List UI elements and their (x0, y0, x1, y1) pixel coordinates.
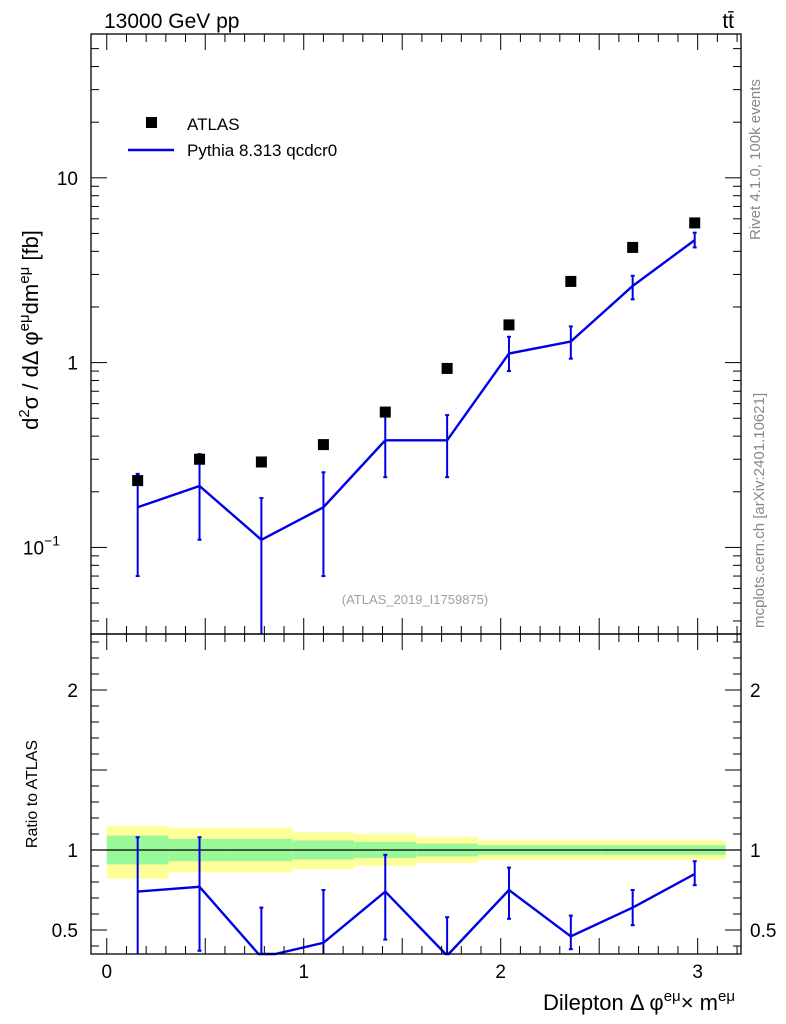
x-tick-label: 2 (495, 962, 506, 983)
mcplots-label: mcplots.cern.ch [arXiv:2401.10621] (751, 393, 768, 628)
ratio-y-tick-labels-right: 0.5 1 2 (750, 681, 776, 942)
atlas-data-point (441, 362, 453, 374)
mc-line (137, 239, 696, 542)
atlas-data-point (317, 439, 329, 451)
main-y-tick-labels: 10−1 1 10 (23, 169, 78, 560)
atlas-data-point (689, 217, 701, 229)
main-plot-panel: 10−1 1 10 (ATLAS_2019_I1759875) (23, 33, 742, 635)
energy-label: 13000 GeV pp (104, 10, 239, 33)
atlas-data-point (379, 406, 391, 418)
ratio-error-bars (135, 836, 697, 954)
ratio-ytick-label-left: 0.5 (52, 921, 78, 942)
x-axis-title: Dilepton Δ φeμ× meμ (543, 988, 735, 1015)
legend-mc-label: Pythia 8.313 qcdcr0 (187, 141, 337, 160)
legend: ATLAS Pythia 8.313 qcdcr0 (128, 115, 337, 160)
analysis-label: (ATLAS_2019_I1759875) (342, 592, 488, 607)
main-ytick-label: 10 (57, 169, 78, 190)
atlas-data-point (132, 475, 144, 487)
atlas-data-point (503, 319, 515, 331)
ratio-ytick-label-left: 2 (67, 681, 78, 702)
main-axis-ticks (91, 33, 741, 634)
legend-atlas-marker (146, 117, 157, 128)
atlas-data-markers (132, 217, 701, 487)
main-ytick-label: 1 (67, 354, 78, 375)
ratio-ytick-label-right: 1 (750, 841, 761, 862)
ratio-ytick-label-left: 1 (67, 841, 78, 862)
legend-atlas-label: ATLAS (187, 115, 240, 134)
ratio-y-axis-title: Ratio to ATLAS (24, 740, 41, 848)
ratio-mc-line (137, 872, 696, 956)
ratio-plot-frame (90, 633, 742, 955)
x-tick-label: 0 (101, 962, 112, 983)
ratio-ytick-label-right: 0.5 (750, 921, 776, 942)
ratio-plot-panel: 0.5 1 2 0.5 1 2 0 1 2 3 (52, 633, 776, 983)
x-tick-labels: 0 1 2 3 (101, 962, 702, 983)
ratio-axis-ticks (91, 634, 741, 954)
ratio-y-tick-labels: 0.5 1 2 (52, 681, 78, 942)
main-ytick-label: 10−1 (23, 532, 60, 559)
atlas-data-point (255, 456, 267, 468)
atlas-data-point (627, 241, 639, 253)
mc-error-bars (135, 231, 697, 634)
main-y-axis-title: d2σ / dΔ φeμdmeμ [fb] (16, 230, 43, 430)
atlas-data-point (194, 453, 206, 465)
process-label: tt̄ (722, 10, 734, 33)
rivet-version-label: Rivet 4.1.0, 100k events (747, 79, 764, 240)
x-tick-label: 3 (692, 962, 703, 983)
atlas-data-point (565, 275, 577, 287)
ratio-ytick-label-right: 2 (750, 681, 761, 702)
x-tick-label: 1 (298, 962, 309, 983)
